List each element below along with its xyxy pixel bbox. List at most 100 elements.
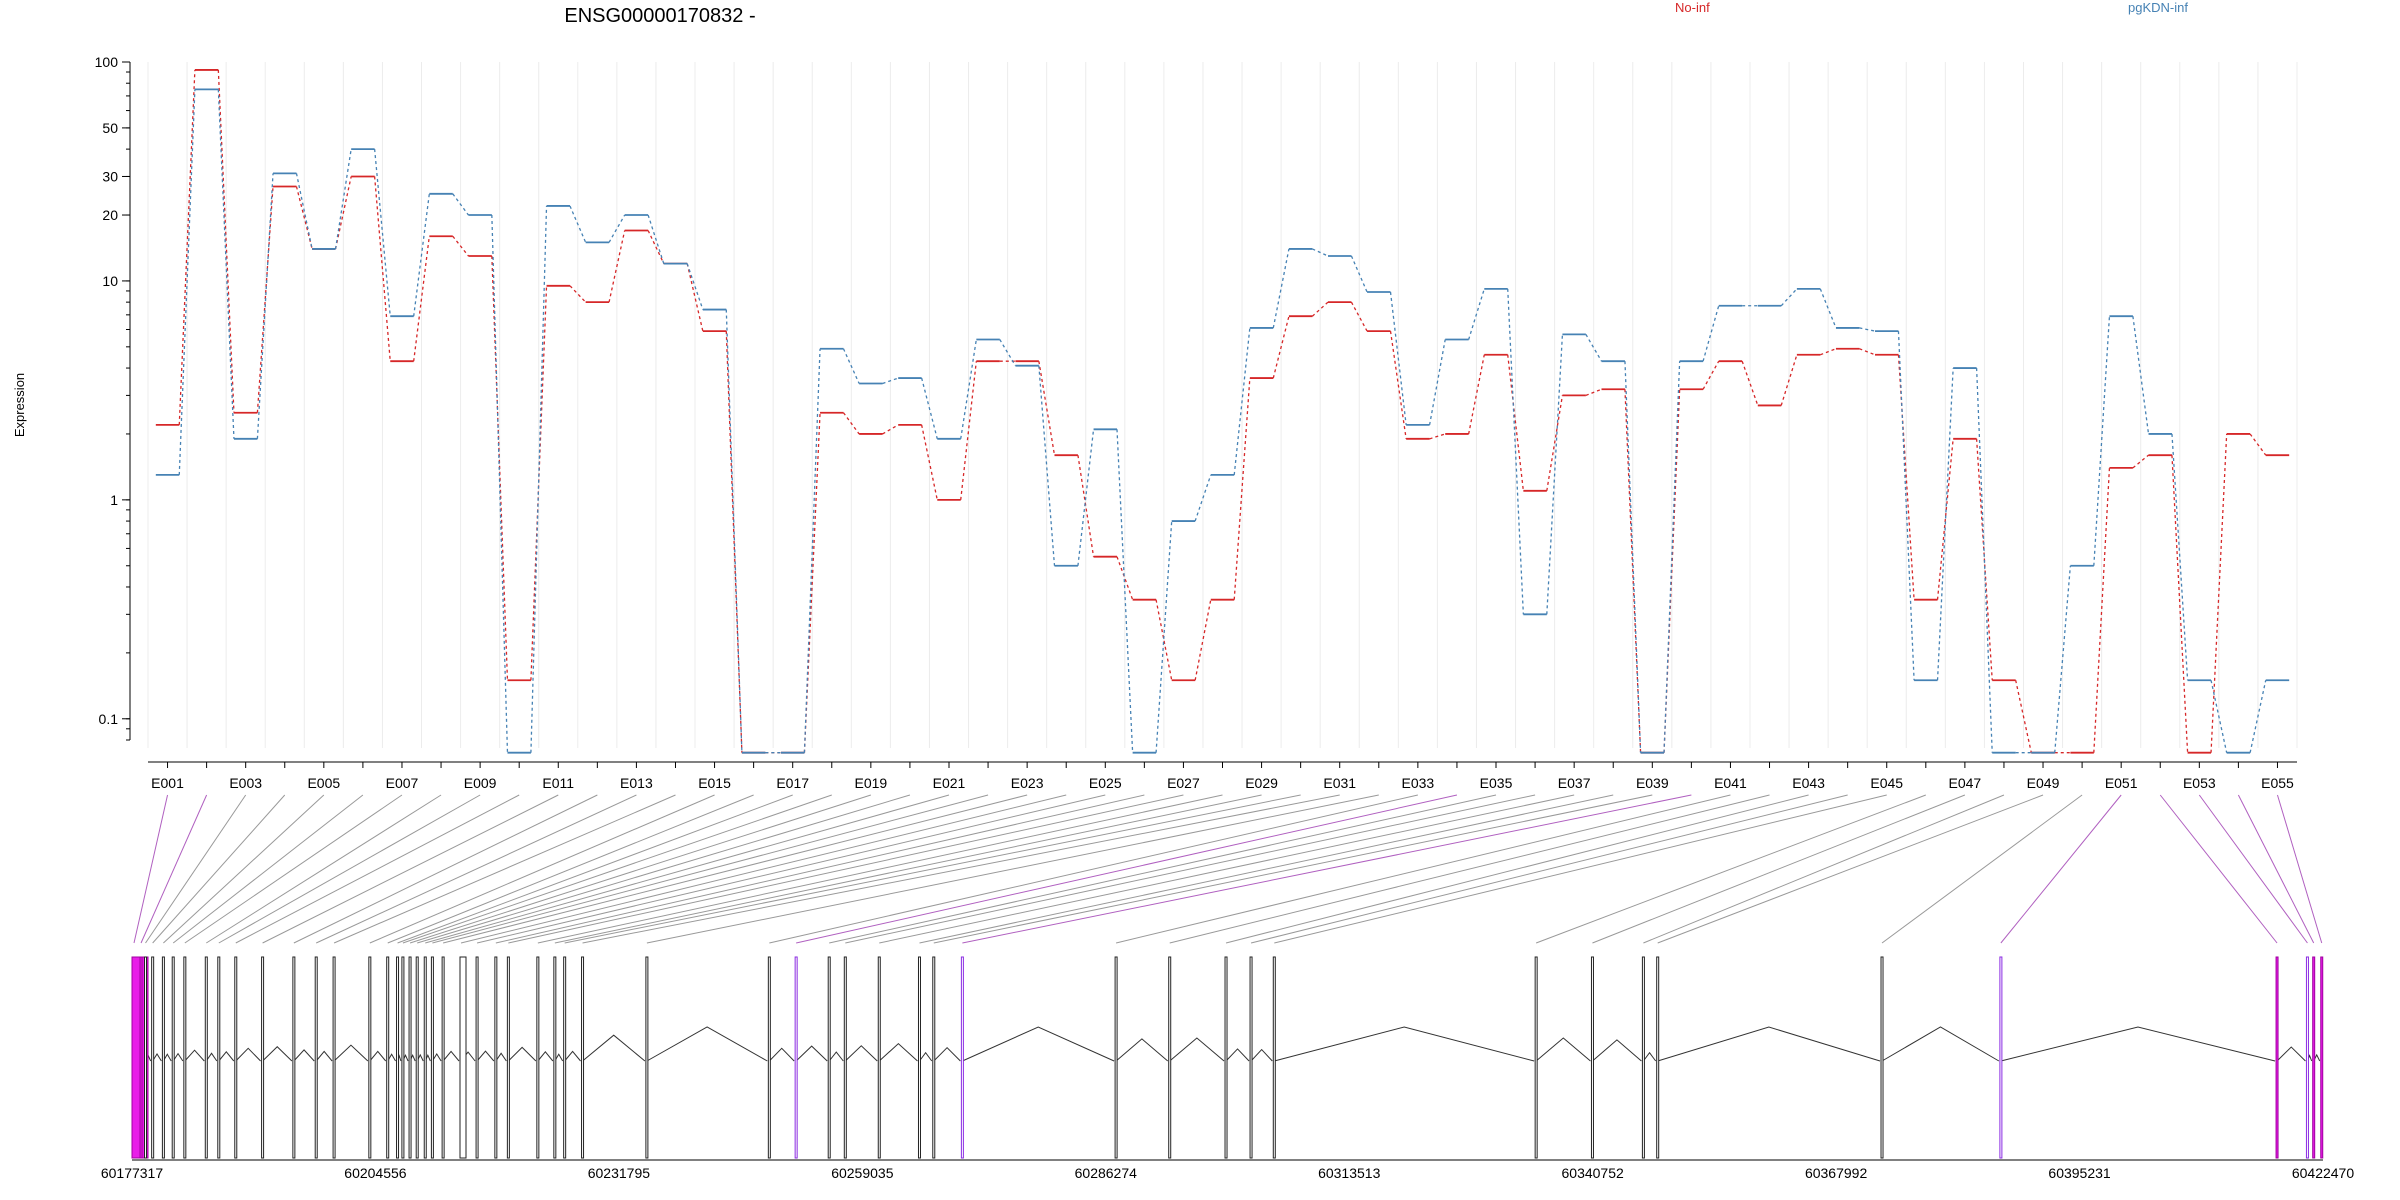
connector-line <box>829 794 1497 944</box>
step-transition <box>725 309 743 753</box>
intron <box>172 1052 184 1062</box>
genomic-axis: 60177317 60204556 60231795 60259035 60286274… <box>101 1159 2354 1181</box>
exon <box>536 956 540 1159</box>
step-transition <box>921 424 938 500</box>
x-tick-label: E053 <box>2183 775 2216 791</box>
step-transition <box>1272 316 1290 379</box>
intron <box>844 1045 878 1062</box>
step-transition <box>803 348 821 753</box>
exon <box>1641 956 1645 1159</box>
step-transition <box>608 230 626 303</box>
intron <box>333 1044 369 1062</box>
exon <box>794 956 798 1159</box>
connector-line <box>235 794 520 944</box>
connector-line <box>646 794 1379 944</box>
step-transition <box>2210 680 2228 753</box>
intron <box>184 1049 205 1062</box>
genomic-tick-label: 60177317 <box>101 1165 164 1181</box>
exon <box>183 956 187 1159</box>
x-tick-label: E035 <box>1480 775 1513 791</box>
step-transition <box>178 69 196 425</box>
x-tick-label: E055 <box>2261 775 2294 791</box>
x-tick-label: E007 <box>386 775 419 791</box>
step-transition <box>1194 474 1212 522</box>
exon <box>1880 956 1884 1159</box>
step-transition <box>2171 455 2189 753</box>
intron <box>495 1052 507 1062</box>
connector-line <box>432 794 989 944</box>
intron <box>1274 1026 1535 1062</box>
x-tick-label: E005 <box>307 775 340 791</box>
intron <box>1250 1048 1273 1062</box>
exon <box>423 956 427 1159</box>
exon <box>1999 956 2003 1159</box>
connector-line <box>140 794 208 944</box>
step-transition <box>1819 288 1837 329</box>
exon <box>1534 956 1538 1159</box>
step-transition <box>1038 361 1056 456</box>
connector-line <box>1169 794 1770 944</box>
connector-line <box>919 794 1614 944</box>
step-transition <box>842 348 860 384</box>
connector-line <box>2276 794 2323 944</box>
connector-line <box>1592 794 1966 944</box>
step-transition <box>1194 599 1212 681</box>
step-transition <box>1312 248 1329 257</box>
x-tick-label: E013 <box>620 775 653 791</box>
x-tick-label: E047 <box>1949 775 1982 791</box>
y-tick-label: 0.1 <box>99 711 119 727</box>
connector-line <box>133 794 169 944</box>
step-transition <box>2132 316 2150 435</box>
genomic-tick-label: 60313513 <box>1318 1165 1381 1181</box>
connector-line <box>2237 794 2315 944</box>
intron <box>442 1050 460 1062</box>
step-transition <box>295 186 313 250</box>
connector-line <box>508 794 1184 944</box>
x-tick-label: E041 <box>1714 775 1747 791</box>
exon <box>553 956 557 1159</box>
exon <box>217 956 221 1159</box>
step-transition <box>1233 327 1251 475</box>
y-tick-label: 10 <box>102 273 118 289</box>
intron <box>1592 1039 1642 1062</box>
exon <box>1224 956 1228 1159</box>
x-tick-label: E019 <box>854 775 887 791</box>
exon <box>408 956 412 1159</box>
x-tick-label: E045 <box>1870 775 1903 791</box>
connector-line <box>218 794 481 944</box>
step-transition <box>569 285 587 303</box>
step-transition <box>1780 354 1798 406</box>
x-tick-label: E023 <box>1011 775 1044 791</box>
x-tick-label: E051 <box>2105 775 2138 791</box>
connector-line <box>425 794 950 944</box>
intron <box>1535 1037 1591 1062</box>
exon <box>314 956 318 1159</box>
intron <box>919 1051 933 1062</box>
exon <box>151 956 155 1159</box>
step-transition <box>1859 348 1876 356</box>
exon <box>960 956 964 1159</box>
step-transition <box>1975 368 1993 753</box>
connector-line <box>316 794 637 944</box>
connector-line <box>962 794 1692 944</box>
step-transition <box>1663 361 1681 753</box>
step-transition <box>334 149 352 250</box>
connector-line <box>145 794 247 944</box>
connector-line <box>1535 794 1926 944</box>
connector-line <box>1657 794 2044 944</box>
step-transition <box>1702 360 1720 390</box>
intron <box>1881 1026 2000 1062</box>
y-tick-label: 50 <box>102 120 118 136</box>
intron <box>1225 1048 1250 1062</box>
x-tick-label: E039 <box>1636 775 1669 791</box>
y-tick-label: 30 <box>102 168 118 184</box>
step-transition <box>2210 433 2228 753</box>
genomic-tick-label: 60259035 <box>831 1165 894 1181</box>
connector-line <box>409 794 871 944</box>
intron <box>262 1046 293 1062</box>
intron <box>828 1051 844 1062</box>
exon <box>2275 956 2279 1159</box>
connector-line <box>2159 794 2278 944</box>
step-transition <box>999 339 1016 367</box>
